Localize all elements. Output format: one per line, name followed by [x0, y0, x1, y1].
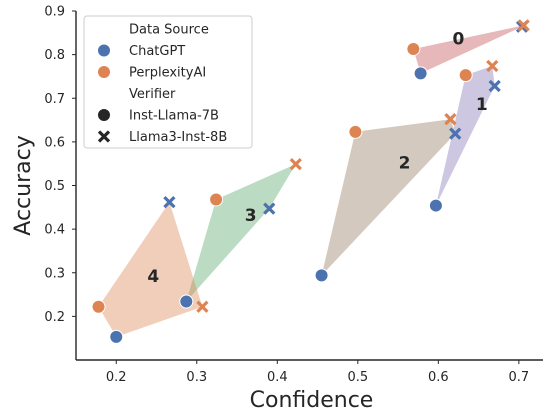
x-tick-label: 0.4 — [267, 370, 288, 385]
x-tick-label: 0.7 — [509, 370, 530, 385]
y-tick-label: 0.9 — [44, 5, 65, 20]
point-group-1-perplexityai-inst-llama-7b — [458, 68, 473, 83]
legend-item-chatgpt-marker — [97, 43, 111, 58]
point-group-0-perplexityai-inst-llama-7b — [406, 41, 421, 56]
group-0-hull — [413, 25, 524, 74]
legend-item-perplexityai-marker — [97, 65, 111, 79]
group-hulls — [98, 25, 524, 337]
group-4-hull — [98, 202, 203, 337]
point-group-0-chatgpt-inst-llama-7b — [413, 66, 428, 81]
y-tick-label: 0.7 — [44, 92, 65, 107]
x-tick-label: 0.5 — [347, 370, 368, 385]
y-tick-label: 0.4 — [44, 223, 65, 238]
x-axis-label: Confidence — [250, 388, 374, 412]
legend-style-title: Verifier — [129, 87, 176, 102]
y-tick-label: 0.6 — [44, 135, 65, 150]
legend: Data Source ChatGPT PerplexityAI Verifier In… — [83, 15, 253, 149]
legend-item-perplexityai-label: PerplexityAI — [129, 66, 206, 81]
x-tick-label: 0.6 — [428, 370, 449, 385]
point-group-4-perplexityai-llama3-inst-8b — [196, 300, 209, 313]
group-3-hull — [186, 164, 296, 302]
point-group-1-perplexityai-llama3-inst-8b — [486, 59, 499, 73]
group-label-0: 0 — [453, 29, 465, 49]
group-2-hull — [321, 119, 456, 276]
legend-box — [83, 15, 253, 149]
point-group-4-chatgpt-inst-llama-7b — [109, 329, 124, 344]
group-label-1: 1 — [476, 95, 488, 115]
x-tick-label: 0.3 — [186, 370, 207, 385]
group-labels: 0 1 2 3 4 — [147, 29, 487, 287]
legend-item-llama3-inst-8b-label: Llama3-Inst-8B — [129, 130, 227, 145]
y-tick-label: 0.2 — [44, 310, 65, 325]
group-label-2: 2 — [399, 154, 411, 174]
point-group-3-perplexityai-inst-llama-7b — [209, 192, 224, 207]
group-label-3: 3 — [245, 206, 257, 226]
point-group-2-perplexityai-inst-llama-7b — [348, 124, 363, 139]
y-tick-label: 0.3 — [44, 266, 65, 281]
point-group-2-chatgpt-inst-llama-7b — [314, 268, 329, 283]
legend-item-llama3-inst-8b-marker — [97, 130, 111, 143]
legend-item-chatgpt-label: ChatGPT — [129, 44, 185, 59]
legend-hue-title: Data Source — [129, 23, 209, 38]
point-group-1-chatgpt-inst-llama-7b — [428, 198, 443, 213]
point-group-3-chatgpt-llama3-inst-8b — [263, 202, 276, 215]
point-group-3-chatgpt-inst-llama-7b — [179, 294, 194, 309]
legend-item-inst-llama-7b-marker — [97, 108, 111, 122]
point-group-4-perplexityai-inst-llama-7b — [91, 299, 106, 314]
group-label-4: 4 — [147, 267, 159, 287]
y-tick-label: 0.5 — [44, 179, 65, 194]
point-group-2-chatgpt-llama3-inst-8b — [449, 127, 462, 140]
x-tick-label: 0.2 — [106, 370, 127, 385]
point-group-0-perplexityai-llama3-inst-8b — [517, 19, 530, 32]
point-group-2-perplexityai-llama3-inst-8b — [444, 113, 457, 126]
point-group-4-chatgpt-llama3-inst-8b — [163, 195, 176, 209]
point-group-1-chatgpt-llama3-inst-8b — [488, 79, 501, 93]
legend-item-inst-llama-7b-label: Inst-Llama-7B — [129, 109, 219, 124]
y-tick-label: 0.8 — [44, 48, 65, 63]
y-axis-label: Accuracy — [11, 135, 36, 235]
point-group-3-perplexityai-llama3-inst-8b — [289, 157, 302, 171]
data-points — [91, 19, 530, 344]
group-1-hull — [435, 66, 495, 206]
axes: 0.2 0.3 0.4 0.5 0.6 0.7 0.2 0.3 0.4 0.5 0.6 0.7 0.8 0… — [11, 5, 543, 412]
